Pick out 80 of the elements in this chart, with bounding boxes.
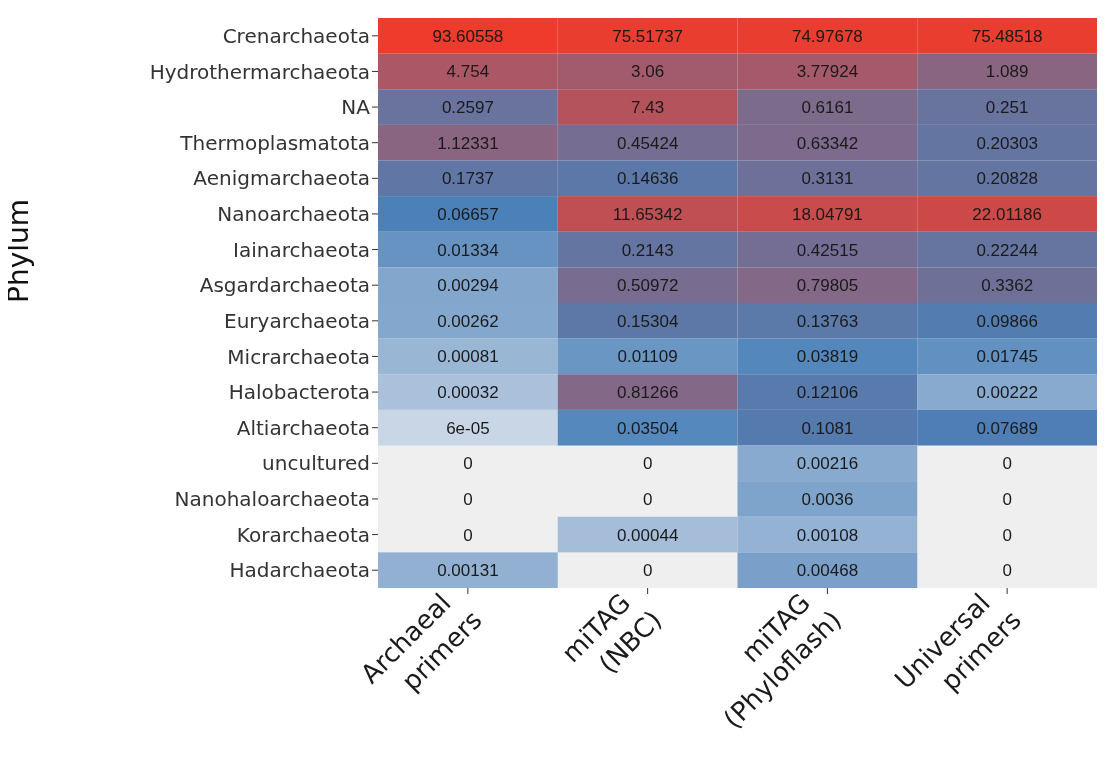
y-tick-label: Halobacterota: [228, 380, 370, 405]
data-label: 0.6161: [801, 98, 854, 118]
data-label: 0.00108: [796, 525, 859, 545]
data-label: 0.00216: [796, 454, 859, 474]
y-tick-label: Hadarchaeota: [229, 558, 370, 583]
data-label: 22.01186: [972, 204, 1042, 224]
data-label: 0.09866: [976, 311, 1038, 331]
data-label: 0.3362: [981, 276, 1034, 296]
data-label: 75.48518: [971, 26, 1043, 46]
data-label: 0.2143: [621, 240, 674, 260]
y-tick-label: Korarchaeota: [236, 522, 370, 547]
data-label: 0: [463, 454, 473, 474]
data-label: 0.06657: [437, 204, 499, 224]
data-label: 0.07689: [976, 418, 1038, 438]
data-label: 93.60558: [432, 26, 504, 46]
data-label: 74.97678: [791, 26, 863, 46]
data-label: 0.01109: [617, 347, 678, 367]
data-label: 0: [642, 489, 653, 509]
data-label: 0.50972: [616, 276, 679, 296]
data-label: 0: [642, 561, 653, 581]
data-label: 0.45424: [616, 133, 679, 153]
data-label: 0: [642, 454, 653, 474]
y-tick-label: Altiarchaeota: [236, 415, 370, 440]
data-label: 0.81266: [616, 383, 679, 403]
y-tick-label: Aenigmarchaeota: [193, 166, 370, 191]
data-label: 0.20303: [976, 133, 1038, 153]
y-tick-label: Crenarchaeota: [222, 23, 370, 48]
data-label: 0.00294: [437, 276, 499, 296]
data-label: 6e-05: [446, 418, 490, 438]
data-label: 3.06: [631, 62, 665, 82]
data-label: 0: [1002, 561, 1012, 581]
data-label: 0: [1002, 489, 1012, 509]
data-label: 0.15304: [616, 311, 679, 331]
data-label: 0.3131: [801, 169, 854, 189]
data-label: 0.22244: [976, 240, 1038, 260]
data-label: 0: [463, 489, 473, 509]
data-label: 0.00131: [437, 561, 499, 581]
data-label: 0.1081: [801, 418, 854, 438]
y-tick-label: uncultured: [262, 451, 370, 476]
data-label: 0.03504: [616, 418, 679, 438]
data-label: 0.12106: [796, 383, 859, 403]
y-tick-label: Asgardarchaeota: [199, 273, 370, 298]
data-label: 0.42515: [796, 240, 859, 260]
data-label: 0.01745: [976, 347, 1038, 367]
data-label: 0.00044: [616, 525, 679, 545]
data-label: 0.13763: [796, 311, 859, 331]
data-label: 0.03819: [796, 347, 859, 367]
data-label: 0.63342: [796, 133, 859, 153]
y-tick-label: Hydrothermarchaeota: [149, 59, 370, 84]
data-label: 7.43: [631, 98, 665, 118]
y-tick-label: Euryarchaeota: [224, 308, 370, 333]
y-tick-label: NA: [341, 95, 371, 120]
data-label: 0: [463, 525, 473, 545]
data-label: 0.20828: [976, 169, 1038, 189]
data-label: 0.251: [985, 98, 1029, 118]
data-label: 0.0036: [801, 489, 854, 509]
data-label: 1.12331: [437, 133, 499, 153]
data-label: 0.00081: [437, 347, 499, 367]
data-label: 18.04791: [791, 204, 863, 224]
y-tick-label: Iainarchaeota: [233, 237, 370, 262]
data-label: 0.1737: [441, 169, 494, 189]
data-label: 1.089: [985, 62, 1029, 82]
data-label: 0.01334: [437, 240, 499, 260]
data-label: 0.00468: [796, 561, 859, 581]
data-label: 75.51737: [612, 26, 684, 46]
data-label: 0: [1002, 525, 1012, 545]
data-label: 0.00222: [976, 383, 1038, 403]
data-label: 11.65342: [612, 204, 683, 224]
y-tick-label: Thermoplasmatota: [179, 130, 370, 155]
data-label: 0.2597: [441, 98, 494, 118]
data-label: 3.77924: [796, 62, 859, 82]
y-tick-label: Micrarchaeota: [227, 344, 370, 369]
y-tick-label: Nanoarchaeota: [217, 202, 370, 227]
data-label: 4.754: [446, 62, 490, 82]
data-label: 0.00032: [437, 383, 499, 403]
data-label: 0.79805: [796, 276, 859, 296]
data-label: 0: [1002, 454, 1012, 474]
data-label: 0.14636: [616, 169, 679, 189]
y-tick-label: Nanohaloarchaeota: [174, 487, 370, 512]
data-label: 0.00262: [437, 311, 499, 331]
